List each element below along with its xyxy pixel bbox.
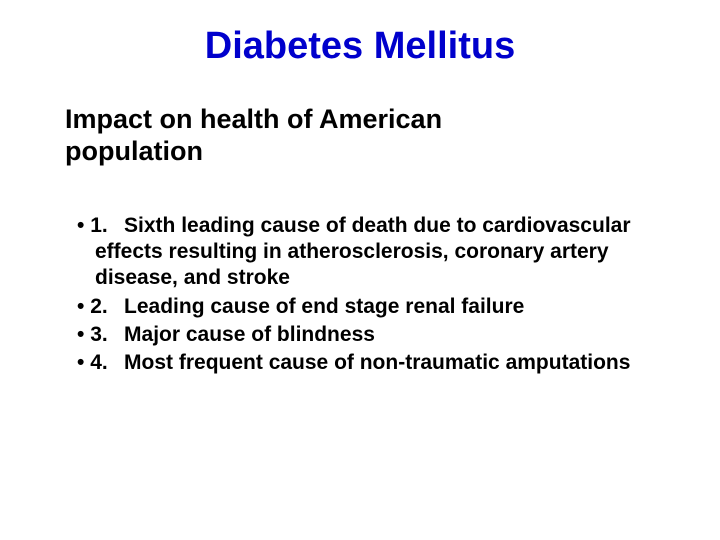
item-text: Most frequent cause of non-traumatic amp… bbox=[124, 351, 630, 374]
bullet-list: 1. Sixth leading cause of death due to c… bbox=[60, 213, 680, 377]
slide-container: Diabetes Mellitus Impact on health of Am… bbox=[0, 0, 720, 540]
item-text: Leading cause of end stage renal failure bbox=[124, 295, 524, 318]
item-number: 3. bbox=[90, 322, 118, 348]
item-number: 4. bbox=[90, 350, 118, 376]
slide-subtitle: Impact on health of American population bbox=[65, 103, 680, 168]
list-item: 1. Sixth leading cause of death due to c… bbox=[60, 213, 680, 292]
slide-title: Diabetes Mellitus bbox=[40, 25, 680, 68]
item-text: Sixth leading cause of death due to card… bbox=[95, 214, 631, 290]
subtitle-line1: Impact on health of American bbox=[65, 104, 442, 134]
item-text: Major cause of blindness bbox=[124, 323, 375, 346]
subtitle-line2: population bbox=[65, 136, 203, 166]
item-number: 2. bbox=[90, 294, 118, 320]
list-item: 2. Leading cause of end stage renal fail… bbox=[60, 294, 680, 320]
item-number: 1. bbox=[90, 213, 118, 239]
list-item: 3. Major cause of blindness bbox=[60, 322, 680, 348]
list-item: 4. Most frequent cause of non-traumatic … bbox=[60, 350, 680, 376]
